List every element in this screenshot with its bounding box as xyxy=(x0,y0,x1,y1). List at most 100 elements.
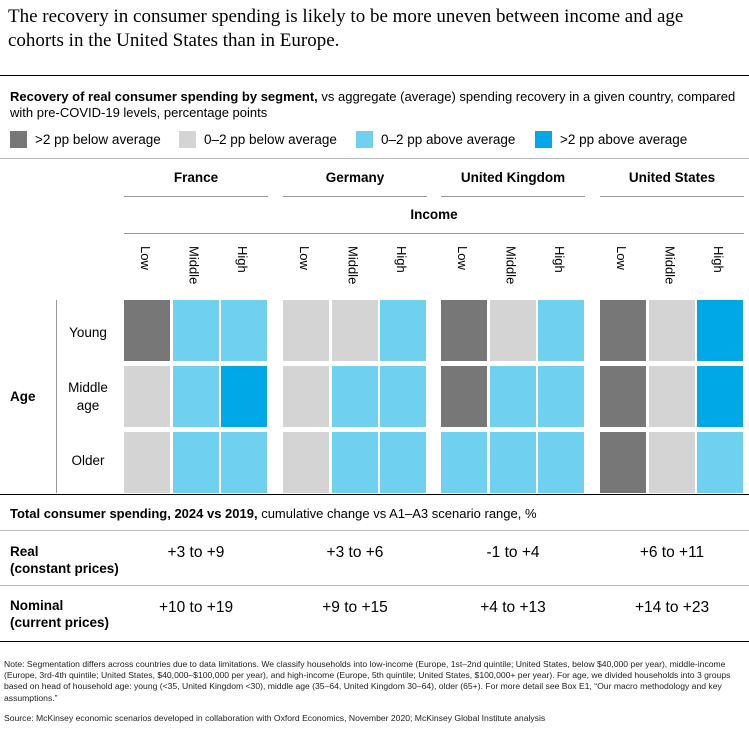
legend-swatch xyxy=(179,130,196,148)
row-label-line1: Real xyxy=(10,544,39,559)
legend-item-4: >2 pp above average xyxy=(535,130,687,148)
heatmap-cell xyxy=(380,300,426,361)
chart-subtitle: Recovery of real consumer spending by se… xyxy=(10,89,740,121)
totals-title-rest: cumulative change vs A1–A3 scenario rang… xyxy=(261,506,537,521)
heatmap-cell xyxy=(489,432,536,493)
heatmap-cell xyxy=(221,432,267,493)
row-label-nominal: Nominal (current prices) xyxy=(10,597,109,631)
country-header-germany: Germany xyxy=(325,170,385,185)
legend-item-3: 0–2 pp above average xyxy=(356,130,515,148)
country-underline xyxy=(441,196,585,197)
real-range-france: +3 to +9 xyxy=(167,544,225,561)
heatmap-cell xyxy=(600,432,646,493)
heatmap-cell xyxy=(441,432,487,493)
income-tick-low: Low xyxy=(455,246,470,270)
legend-label: >2 pp below average xyxy=(35,131,161,147)
legend-swatch xyxy=(356,130,373,148)
totals-title-rule xyxy=(0,530,749,531)
heatmap-cell xyxy=(380,366,426,427)
heatmap-cell xyxy=(124,432,170,493)
heatmap-cell xyxy=(648,300,695,361)
income-tick-middle: Middle xyxy=(345,246,361,285)
legend-item-2: 0–2 pp below average xyxy=(179,130,337,148)
country-underline xyxy=(124,196,268,197)
totals-title-bold: Total consumer spending, 2024 vs 2019, xyxy=(10,506,258,521)
income-underline xyxy=(124,233,744,234)
headline: The recovery in consumer spending is lik… xyxy=(8,6,684,51)
row-label-line2: (constant prices) xyxy=(10,561,119,576)
heatmap-cell xyxy=(172,432,219,493)
heatmap-cell xyxy=(331,432,378,493)
heatmap-cell xyxy=(283,432,329,493)
top-rule xyxy=(0,75,749,76)
income-tick-low: Low xyxy=(614,246,629,270)
subtitle-rest: vs aggregate (average) spending recovery… xyxy=(10,89,736,120)
legend-swatch xyxy=(10,130,27,148)
real-range-uk: -1 to +4 xyxy=(486,544,540,561)
heatmap-cell xyxy=(648,366,695,427)
country-header-us: United States xyxy=(628,170,716,185)
nominal-range-us: +14 to +23 xyxy=(634,599,710,616)
nominal-range-uk: +4 to +13 xyxy=(480,599,546,616)
income-tick-high: High xyxy=(235,246,250,273)
real-range-us: +6 to +11 xyxy=(639,544,705,561)
real-range-germany: +3 to +6 xyxy=(326,544,384,561)
row-label-line2: (current prices) xyxy=(10,615,110,630)
heatmap-cell xyxy=(489,300,536,361)
heatmap-cell xyxy=(600,300,646,361)
country-header-france: France xyxy=(173,170,219,185)
heatmap-cell xyxy=(380,432,426,493)
source-note: Source: McKinsey economic scenarios deve… xyxy=(4,713,546,723)
legend-label: 0–2 pp below average xyxy=(204,131,337,147)
heatmap-cell xyxy=(172,366,219,427)
heatmap-cell xyxy=(124,300,170,361)
heatmap-cell xyxy=(538,432,584,493)
legend-label: >2 pp above average xyxy=(560,131,688,147)
heatmap-cell xyxy=(489,366,536,427)
income-tick-high: High xyxy=(552,246,567,273)
row-label-line1: Nominal xyxy=(10,598,64,613)
heatmap-cell xyxy=(331,300,378,361)
income-tick-middle: Middle xyxy=(662,246,678,285)
age-axis: Age xyxy=(10,300,120,493)
income-tick-low: Low xyxy=(297,246,312,270)
heatmap-cell xyxy=(538,300,584,361)
heatmap-cell xyxy=(697,366,743,427)
age-axis-line xyxy=(56,300,57,493)
heatmap-cell xyxy=(124,366,170,427)
income-tick-high: High xyxy=(394,246,409,273)
row-label-real: Real (constant prices) xyxy=(10,543,119,577)
legend-rule xyxy=(0,158,749,159)
income-tick-middle: Middle xyxy=(503,246,519,285)
age-tick-older: Older xyxy=(71,453,105,468)
age-axis-label: Age xyxy=(10,389,36,404)
age-tick-middle: Middle age xyxy=(68,380,108,413)
legend-swatch xyxy=(535,130,552,148)
heatmap-cell xyxy=(283,300,329,361)
legend-item-1: >2 pp below average xyxy=(10,130,161,148)
income-tick-low: Low xyxy=(138,246,153,270)
heatmap-cell xyxy=(697,300,743,361)
heatmap-cell xyxy=(441,366,487,427)
heatmap-cell xyxy=(441,300,487,361)
row-divider xyxy=(0,585,749,586)
heatmap-cell xyxy=(221,300,267,361)
country-header-uk: United Kingdom xyxy=(460,170,566,185)
age-tick-young: Young xyxy=(69,325,107,340)
income-axis-label: Income xyxy=(410,207,458,222)
country-underline xyxy=(600,196,744,197)
heatmap-cell xyxy=(600,366,646,427)
nominal-range-france: +10 to +19 xyxy=(158,599,234,616)
country-underline xyxy=(283,196,427,197)
subtitle-bold: Recovery of real consumer spending by se… xyxy=(10,89,318,104)
heatmap-cell xyxy=(538,366,584,427)
income-tick-middle: Middle xyxy=(186,246,202,285)
heatmap-cell xyxy=(331,366,378,427)
heatmap-cell xyxy=(172,300,219,361)
income-tick-high: High xyxy=(711,246,726,273)
heatmap-cell xyxy=(283,366,329,427)
heatmap-cell xyxy=(221,366,267,427)
heatmap-cell xyxy=(697,432,743,493)
footnote: Note: Segmentation differs across countr… xyxy=(4,659,731,703)
nominal-range-germany: +9 to +15 xyxy=(322,599,388,616)
